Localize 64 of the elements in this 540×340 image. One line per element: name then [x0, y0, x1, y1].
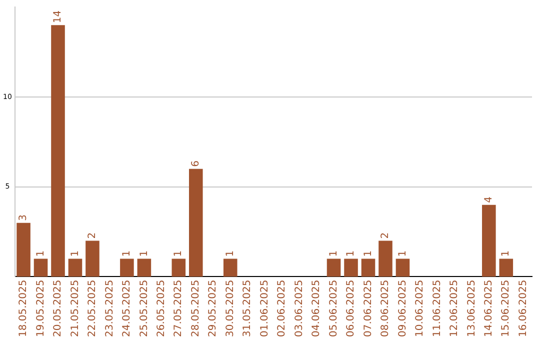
data-label: 1 — [500, 250, 512, 257]
x-tick-label: 27.05.2025 — [173, 280, 184, 338]
data-label: 1 — [328, 250, 340, 257]
bar — [16, 222, 30, 277]
data-label: 1 — [122, 250, 133, 257]
x-tick-label: 03.06.2025 — [294, 280, 305, 338]
x-tick-label: 05.06.2025 — [328, 280, 340, 338]
x-tick-label: 30.05.2025 — [224, 280, 236, 338]
data-label: 14 — [52, 10, 64, 24]
bar — [223, 258, 238, 277]
x-tick-label: 08.06.2025 — [380, 280, 392, 338]
data-label: 1 — [346, 250, 357, 257]
x-tick-label: 10.06.2025 — [414, 280, 426, 338]
x-tick-label: 12.06.2025 — [449, 280, 460, 338]
bar — [326, 258, 341, 277]
bar — [188, 168, 203, 277]
data-label: 1 — [173, 250, 184, 257]
x-tick-label: 24.05.2025 — [122, 280, 133, 338]
bar — [396, 258, 410, 277]
data-label: 1 — [362, 250, 374, 257]
x-tick-label: 28.05.2025 — [190, 280, 202, 338]
x-tick-label: 15.06.2025 — [500, 280, 512, 338]
data-label: 4 — [484, 196, 495, 203]
x-tick-label: 16.06.2025 — [518, 280, 529, 338]
data-label: 3 — [18, 214, 30, 221]
x-tick-label: 18.05.2025 — [18, 280, 30, 338]
x-tick-label: 22.05.2025 — [87, 280, 98, 338]
bar — [68, 258, 82, 277]
data-label: 2 — [380, 232, 392, 239]
x-tick-label: 26.05.2025 — [156, 280, 168, 338]
bar — [137, 258, 152, 277]
bar — [361, 258, 376, 277]
bar — [120, 258, 134, 277]
x-tick-label: 20.05.2025 — [52, 280, 64, 338]
bar — [86, 240, 100, 277]
x-tick-label: 25.05.2025 — [138, 280, 150, 338]
x-tick-label: 02.06.2025 — [276, 280, 288, 338]
x-tick-label: 21.05.2025 — [70, 280, 81, 338]
x-tick-label: 14.06.2025 — [484, 280, 495, 338]
bar — [482, 204, 496, 277]
x-tick-label: 07.06.2025 — [362, 280, 374, 338]
x-tick-label: 04.06.2025 — [311, 280, 322, 338]
data-label: 1 — [35, 250, 46, 257]
bar — [344, 258, 358, 277]
x-tick-label: 11.06.2025 — [432, 280, 443, 338]
data-label: 2 — [87, 232, 98, 239]
x-tick-label: 01.06.2025 — [259, 280, 270, 338]
data-label: 6 — [190, 160, 202, 167]
x-tick-label: 23.05.2025 — [104, 280, 116, 338]
data-label: 1 — [224, 250, 236, 257]
data-label: 1 — [138, 250, 150, 257]
x-tick-label: 06.06.2025 — [346, 280, 357, 338]
x-tick-label: 13.06.2025 — [466, 280, 478, 338]
x-tick-label: 31.05.2025 — [242, 280, 254, 338]
x-tick-label: 29.05.2025 — [208, 280, 219, 338]
data-label: 1 — [70, 250, 81, 257]
bar — [499, 258, 514, 277]
data-label: 1 — [397, 250, 408, 257]
bar — [51, 25, 65, 277]
bar — [34, 258, 48, 277]
x-tick-label: 19.05.2025 — [35, 280, 46, 338]
bar — [378, 240, 392, 277]
x-tick-label: 09.06.2025 — [397, 280, 408, 338]
bar — [172, 258, 186, 277]
